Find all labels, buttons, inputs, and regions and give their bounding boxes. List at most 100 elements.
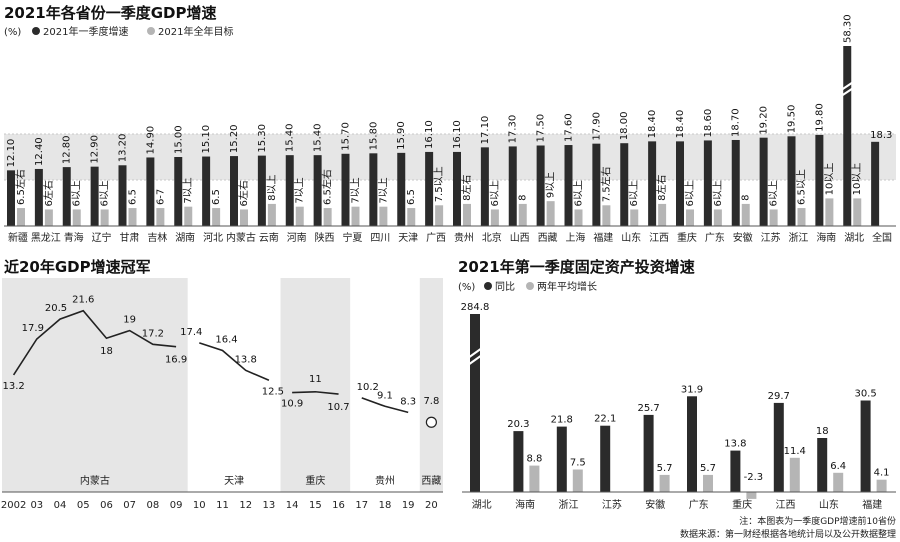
chart2-xtick-19: 19 [402,500,415,511]
chart1-label-吉林: 14.90 [145,126,156,155]
chart1-target-bar-内蒙古 [240,209,248,226]
chart3-category-福建: 福建 [862,498,882,511]
chart1-target-label-青海: 6以上 [71,180,83,206]
chart1-unit: (%) [4,27,21,38]
chart1-label-江西: 18.40 [647,110,658,139]
chart1-category-贵州: 贵州 [454,231,474,244]
chart1-target-label-重庆: 6以上 [684,180,696,206]
chart1-target-label-辽宁: 6以上 [99,180,111,206]
chart3-avg-bar-海南 [529,465,540,492]
chart3-avg-label-安徽: 5.7 [657,463,673,474]
chart1-bar-宁夏 [341,153,350,226]
chart1-plot: 12.106.5左右新疆12.406左右黑龙江12.806以上青海12.906以… [4,14,896,244]
chart2-segment-天津: 天津 [224,475,244,487]
chart1-target-bar-重庆 [686,209,694,226]
chart1-bar-天津 [397,152,406,226]
chart3-avg-label-广东: 5.7 [700,463,716,474]
chart1-target-bar-广东 [713,209,722,226]
chart1-bar-江西 [648,141,657,226]
chart3-avg-bar-浙江 [572,469,583,492]
chart1-category-西藏: 西藏 [538,232,558,244]
chart3-bar-重庆 [730,450,741,492]
chart1-target-bar-上海 [574,209,583,226]
chart1-target-bar-海南 [825,198,834,226]
chart3-legend-light: 两年平均增长 [537,280,597,293]
chart1-label-北京: 17.10 [480,116,491,145]
chart1-label-天津: 15.90 [396,121,407,150]
note-text: 注：本图表为一季度GDP增速前10省份 [739,515,896,527]
chart2-xtick-10: 10 [193,500,206,511]
chart3-bar-山东 [817,438,828,492]
chart3-avg-label-山东: 6.4 [830,461,846,472]
chart3-bar-安徽 [643,414,654,492]
chart1-label-广西: 16.10 [424,120,435,149]
chart1-target-bar-北京 [490,209,499,226]
chart1-category-内蒙古: 内蒙古 [226,231,256,244]
chart1-target-label-江西: 8左右 [655,175,668,201]
chart2-xtick-07: 07 [123,500,136,511]
chart2-band-重庆 [280,278,351,492]
chart1-target-bar-西藏 [546,201,555,226]
chart3-avg-bar-山东 [833,472,844,492]
chart3-label-海南: 20.3 [507,419,529,430]
chart1-target-bar-福建 [602,205,611,226]
chart3-label-江西: 29.7 [768,391,790,402]
chart3-avg-label-福建: 4.1 [874,468,890,479]
chart3-label-湖北: 284.8 [461,302,490,313]
chart1-category-重庆: 重庆 [677,231,697,244]
chart1-target-label-天津: 6.5 [406,189,417,205]
chart1-bar-吉林 [146,157,155,226]
chart2-segment-贵州: 贵州 [375,474,395,487]
chart1-label-宁夏: 15.70 [341,122,352,151]
chart2-title: 近20年GDP增速冠军 [4,258,151,276]
chart2-label-04: 20.5 [45,303,67,314]
chart2-xtick-20: 20 [425,500,438,511]
chart3-bar-江苏 [600,425,611,492]
chart3-label-山东: 18 [816,426,829,437]
chart1-bar-海南 [815,134,824,226]
chart2-line-天津 [199,342,270,382]
chart1-target-label-吉林: 6-7 [155,189,166,205]
chart2-xtick-08: 08 [147,500,160,511]
chart1-label-福建: 17.90 [591,112,602,141]
chart1-category-福建: 福建 [593,231,613,244]
chart1-target-bar-江西 [658,203,667,226]
chart3-category-湖北: 湖北 [472,499,492,511]
chart1-target-label-甘肃: 6.5 [128,189,139,205]
chart1-category-湖南: 湖南 [175,231,195,244]
chart2-label-12: 13.8 [235,354,257,365]
chart1-bar-重庆 [676,141,684,226]
chart1-target-label-湖北: 10以上 [851,163,863,196]
chart1-legend-dark: 2021年一季度增速 [43,25,128,38]
chart1-target-label-安徽: 8 [741,195,752,201]
chart2-label-2002: 13.2 [2,381,24,392]
chart1-target-label-山东: 6以上 [628,180,640,206]
chart2-band-西藏 [419,278,443,492]
chart2-segment-西藏: 西藏 [421,475,441,487]
chart2-label-18: 9.1 [377,390,393,401]
chart1-bar-广西 [425,151,434,226]
chart1-label-河南: 15.40 [285,124,296,153]
chart1-bar-青海 [62,167,71,226]
chart1-target-label-湖南: 7以上 [182,177,194,203]
chart3-avg-bar-安徽 [659,474,670,492]
chart1-label-辽宁: 12.90 [90,135,101,164]
chart1-bar-广东 [703,140,712,226]
chart1-category-黑龙江: 黑龙江 [31,231,61,244]
chart1-bar-湖南 [174,157,183,226]
chart1-label-西藏: 17.50 [536,114,547,143]
chart3-category-广东: 广东 [689,498,709,511]
chart1-target-bar-河南 [295,206,304,226]
chart2-xtick-03: 03 [30,500,43,511]
chart1-label-甘肃: 13.20 [118,134,129,163]
chart1-category-吉林: 吉林 [147,231,167,244]
chart2-label-07: 19 [123,315,136,326]
chart1-target-label-河北: 6.5 [211,189,222,205]
chart2-label-13: 12.5 [262,386,284,397]
chart1-label-青海: 12.80 [62,135,73,164]
chart2-label-19: 8.3 [400,396,416,407]
chart1-target-bar-浙江 [797,208,806,226]
chart2-xtick-06: 06 [100,500,113,511]
chart1-target-bar-黑龙江 [44,209,53,226]
